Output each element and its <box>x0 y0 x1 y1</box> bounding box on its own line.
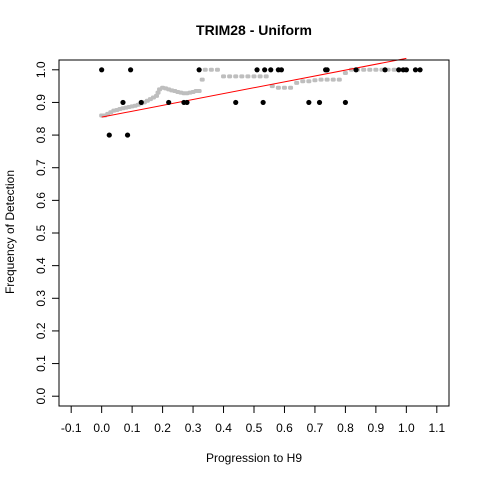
smoothed-point <box>318 77 324 82</box>
smoothed-point <box>373 67 379 72</box>
observed-point <box>138 99 144 106</box>
observed-series <box>99 67 423 138</box>
smoothed-point <box>196 89 202 94</box>
observed-point <box>233 99 239 106</box>
smoothed-point <box>367 67 373 72</box>
smoothed-point <box>221 74 227 79</box>
observed-point <box>324 67 330 73</box>
smoothed-point <box>239 74 245 79</box>
chart-title: TRIM28 - Uniform <box>196 22 312 38</box>
smoothed-point <box>227 74 233 79</box>
smoothed-point <box>208 67 214 72</box>
smoothed-point <box>154 93 159 98</box>
smoothed-point <box>281 85 287 90</box>
y-tick-label: 0.7 <box>34 159 48 176</box>
y-tick-label: 0.2 <box>34 322 48 339</box>
observed-point <box>196 67 202 73</box>
observed-point <box>262 67 268 73</box>
x-tick-label: 0.2 <box>154 421 171 435</box>
y-tick-label: 1.0 <box>34 61 48 78</box>
smoothed-point <box>269 84 275 89</box>
smoothed-point <box>300 79 306 84</box>
smoothed-point <box>202 67 208 72</box>
smoothed-point <box>275 85 281 90</box>
y-tick-label: 0.4 <box>34 257 48 274</box>
y-tick-label: 0.3 <box>34 290 48 307</box>
x-tick-label: 0.7 <box>307 421 324 435</box>
observed-point <box>342 99 349 106</box>
observed-point <box>184 99 190 106</box>
smoothed-point <box>245 74 251 79</box>
smoothed-point <box>336 77 342 82</box>
observed-point <box>412 67 419 73</box>
observed-point <box>382 67 388 73</box>
smoothed-point <box>361 67 367 72</box>
observed-point <box>278 67 285 73</box>
smoothed-point <box>342 71 348 76</box>
observed-point <box>353 67 359 73</box>
x-tick-label: -0.1 <box>61 421 82 435</box>
smoothed-point <box>312 78 318 83</box>
observed-point <box>99 67 105 73</box>
x-tick-label: 0.9 <box>368 421 385 435</box>
x-tick-label: 0.1 <box>124 421 141 435</box>
smoothed-point <box>324 77 330 82</box>
observed-point <box>166 99 172 106</box>
axes: -0.1 0.0 0.1 0.2 0.3 0.4 0.5 0.6 0.7 0.8 0.9 1.0 1.1… <box>34 59 450 435</box>
x-tick-label: 0.0 <box>93 421 110 435</box>
y-tick-label: 0.8 <box>34 126 48 143</box>
observed-point <box>396 67 402 73</box>
x-tick-label: 0.5 <box>246 421 263 435</box>
smoothed-point <box>155 90 161 95</box>
x-tick-label: 0.4 <box>215 421 232 435</box>
smoothed-point <box>214 67 220 72</box>
observed-point <box>316 99 323 106</box>
smoothed-point <box>330 77 336 82</box>
smoothed-point <box>257 74 263 79</box>
smoothed-point <box>263 74 269 79</box>
x-tick-label: 1.1 <box>428 421 445 435</box>
observed-point <box>306 99 312 106</box>
y-axis-label: Frequency of Detection <box>3 170 17 294</box>
observed-point <box>260 99 266 106</box>
x-axis-label: Progression to H9 <box>206 451 302 465</box>
observed-point <box>124 132 131 138</box>
smoothed-point <box>251 74 257 79</box>
observed-point <box>120 99 126 106</box>
observed-point <box>417 67 423 73</box>
observed-point <box>268 67 274 73</box>
x-tick-label: 0.3 <box>185 421 202 435</box>
observed-point <box>128 67 134 73</box>
observed-point <box>254 67 260 73</box>
x-tick-label: 1.0 <box>398 421 415 435</box>
y-tick-label: 0.9 <box>34 94 48 111</box>
y-tick-label: 0.6 <box>34 192 48 209</box>
y-tick-label: 0.0 <box>34 388 48 405</box>
observed-point <box>403 67 409 73</box>
y-tick-label: 0.5 <box>34 224 48 241</box>
smoothed-point <box>391 67 397 72</box>
y-tick-label: 0.1 <box>34 355 48 372</box>
smoothed-point <box>288 85 294 90</box>
smoothed-point <box>306 79 312 84</box>
x-tick-label: 0.6 <box>276 421 293 435</box>
smoothed-point <box>233 74 239 79</box>
smoothed-point <box>199 77 205 82</box>
observed-point <box>106 132 112 138</box>
x-tick-label: 0.8 <box>337 421 354 435</box>
smoothed-point <box>294 80 300 85</box>
